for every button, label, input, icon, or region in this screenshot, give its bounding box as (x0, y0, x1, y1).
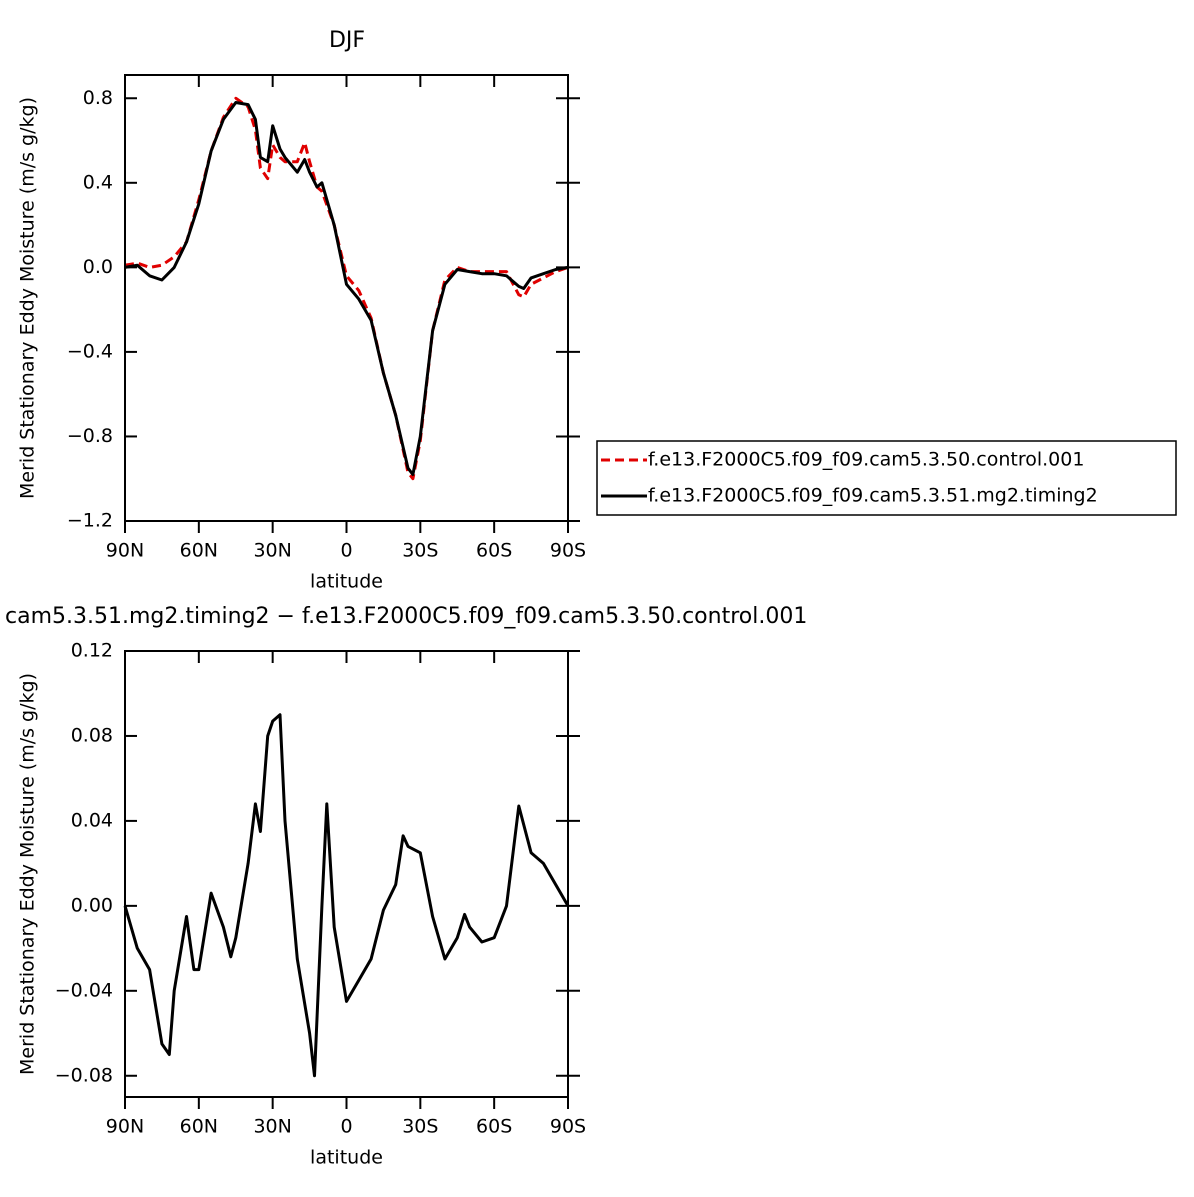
y-axis-label: Merid Stationary Eddy Moisture (m/s g/kg… (17, 97, 39, 499)
data-line (124, 101, 569, 476)
x-axis-label: latitude (310, 1147, 383, 1169)
x-tick-label: 90S (550, 540, 586, 562)
y-tick-label: −1.2 (67, 510, 113, 532)
y-tick-label: 0.0 (83, 256, 113, 278)
x-axis-label: latitude (310, 571, 383, 593)
y-axis-label: Merid Stationary Eddy Moisture (m/s g/kg… (17, 673, 39, 1075)
x-tick-label: 90N (106, 540, 144, 562)
legend-label: f.e13.F2000C5.f09_f09.cam5.3.50.control.… (648, 449, 1084, 471)
y-tick-label: 0.12 (71, 640, 113, 662)
x-tick-label: 0 (340, 540, 352, 562)
x-tick-label: 30N (253, 540, 291, 562)
y-tick-label: 0.4 (83, 171, 113, 193)
y-tick-label: 0.00 (71, 894, 113, 916)
x-tick-label: 60S (476, 1116, 512, 1138)
y-tick-label: −0.08 (55, 1064, 113, 1086)
plot-frame (124, 74, 569, 522)
y-tick-label: 0.08 (71, 724, 113, 746)
x-tick-label: 90S (550, 1116, 586, 1138)
y-tick-label: 0.8 (83, 87, 113, 109)
x-tick-label: 30N (253, 1116, 291, 1138)
plot-frame (124, 650, 569, 1098)
legend-box (596, 440, 1177, 516)
data-line (123, 713, 570, 1078)
y-tick-label: −0.8 (67, 425, 113, 447)
x-tick-label: 60S (476, 540, 512, 562)
legend-label: f.e13.F2000C5.f09_f09.cam5.3.51.mg2.timi… (648, 485, 1098, 507)
chart-title: DJF (329, 28, 365, 53)
data-line (124, 96, 569, 481)
x-tick-label: 60N (180, 1116, 218, 1138)
chart-title: cam5.3.51.mg2.timing2 − f.e13.F2000C5.f0… (5, 604, 807, 629)
x-tick-label: 60N (180, 540, 218, 562)
x-tick-label: 30S (402, 1116, 438, 1138)
y-tick-label: −0.4 (67, 340, 113, 362)
y-tick-label: −0.04 (55, 979, 113, 1001)
x-tick-label: 30S (402, 540, 438, 562)
x-tick-label: 0 (340, 1116, 352, 1138)
x-tick-label: 90N (106, 1116, 144, 1138)
y-tick-label: 0.04 (71, 809, 113, 831)
